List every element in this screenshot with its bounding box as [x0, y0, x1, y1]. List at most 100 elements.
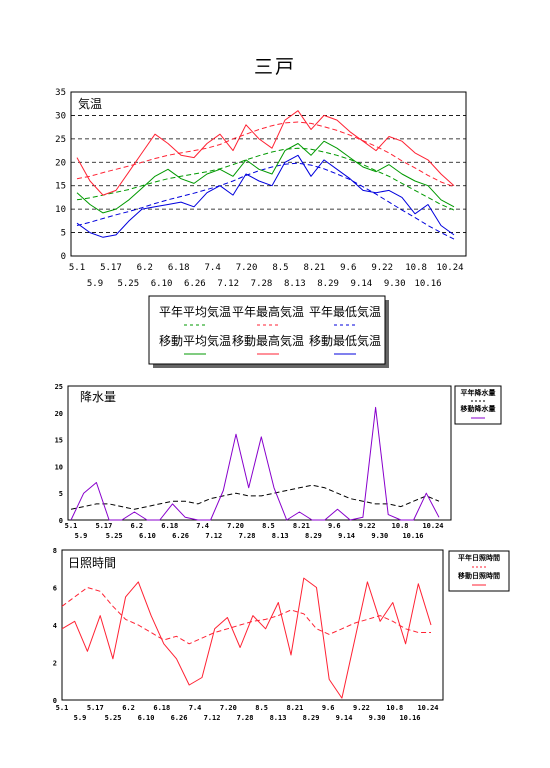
- x-tick-label: 7.4: [205, 263, 221, 273]
- series-line-0-3: [76, 140, 455, 214]
- x-tick-label: 9.6: [340, 263, 356, 273]
- x-tick-label: 5.17: [100, 263, 122, 273]
- x-tick-label: 6.26: [172, 532, 189, 540]
- legend-label: 平年平均気温: [159, 304, 231, 319]
- x-tick-label: 9.22: [371, 263, 393, 273]
- y-tick-label: 5: [61, 229, 66, 239]
- x-tick-label: 5.9: [75, 532, 88, 540]
- x-tick-label: 6.18: [168, 263, 190, 273]
- y-tick-label: 0: [59, 517, 63, 525]
- x-tick-label: 6.10: [138, 714, 155, 722]
- x-tick-label: 10.24: [417, 704, 438, 712]
- plot-frame-0: [70, 91, 467, 257]
- x-tick-label: 8.29: [303, 714, 320, 722]
- x-tick-label: 5.9: [87, 279, 103, 289]
- legend-label: 移動最高気温: [232, 333, 304, 348]
- x-tick-label: 7.20: [227, 522, 244, 530]
- x-tick-label: 5.1: [56, 704, 69, 712]
- legend-box: [448, 550, 510, 592]
- x-tick-label: 7.28: [237, 714, 254, 722]
- series-line-0-0: [76, 147, 455, 211]
- legend-label: 移動降水量: [461, 404, 496, 413]
- x-tick-label: 6.2: [130, 522, 143, 530]
- x-tick-label: 7.12: [205, 532, 222, 540]
- x-tick-label: 5.1: [69, 263, 85, 273]
- x-tick-label: 9.22: [353, 704, 370, 712]
- series-line-0-2: [76, 162, 455, 240]
- y-tick-label: 35: [55, 88, 66, 98]
- chart-title: 気温: [78, 96, 102, 111]
- x-tick-label: 5.25: [105, 714, 122, 722]
- x-tick-label: 10.16: [399, 714, 420, 722]
- x-tick-label: 7.12: [204, 714, 221, 722]
- x-tick-label: 8.13: [284, 279, 306, 289]
- x-tick-label: 10.16: [402, 532, 423, 540]
- legend-label: 移動最低気温: [309, 333, 381, 348]
- series-line-0-5: [76, 154, 455, 238]
- x-tick-label: 7.28: [239, 532, 256, 540]
- x-tick-label: 5.25: [106, 532, 123, 540]
- y-tick-label: 10: [55, 463, 63, 471]
- y-tick-label: 15: [55, 182, 66, 192]
- x-tick-label: 7.4: [196, 522, 209, 530]
- x-tick-label: 5.25: [117, 279, 139, 289]
- y-tick-label: 25: [55, 383, 63, 391]
- x-tick-label: 9.6: [322, 704, 335, 712]
- x-tick-label: 8.29: [317, 279, 339, 289]
- x-tick-label: 6.18: [153, 704, 170, 712]
- plot-frame-2: [61, 549, 444, 701]
- x-tick-label: 8.21: [304, 263, 326, 273]
- chart-title: 日照時間: [68, 556, 116, 570]
- x-tick-label: 8.5: [255, 704, 268, 712]
- series-line-2-1: [61, 577, 432, 699]
- legend-label: 平年最低気温: [309, 304, 381, 319]
- x-tick-label: 9.14: [338, 532, 355, 540]
- legend-label: 平年降水量: [461, 388, 496, 397]
- x-tick-label: 8.5: [272, 263, 288, 273]
- x-tick-label: 7.4: [189, 704, 202, 712]
- y-tick-label: 8: [53, 547, 57, 555]
- x-tick-label: 7.28: [251, 279, 273, 289]
- legend-label: 平年日照時間: [458, 553, 500, 562]
- legend-label: 移動平均気温: [159, 333, 231, 348]
- x-tick-label: 8.29: [305, 532, 322, 540]
- x-tick-label: 5.1: [65, 522, 78, 530]
- x-tick-label: 8.21: [286, 704, 303, 712]
- x-tick-label: 5.17: [95, 522, 112, 530]
- x-tick-label: 6.26: [184, 279, 206, 289]
- x-tick-label: 8.21: [293, 522, 310, 530]
- plot-frame-1: [67, 385, 452, 521]
- x-tick-label: 7.20: [220, 704, 237, 712]
- y-tick-label: 0: [53, 697, 57, 705]
- x-tick-label: 9.30: [369, 714, 386, 722]
- y-tick-label: 10: [55, 205, 66, 215]
- x-tick-label: 9.6: [328, 522, 341, 530]
- y-tick-label: 5: [59, 490, 63, 498]
- series-line-0-4: [76, 110, 455, 196]
- legend-label: 平年最高気温: [232, 304, 304, 319]
- x-tick-label: 7.12: [217, 279, 239, 289]
- x-tick-label: 9.14: [351, 279, 373, 289]
- series-line-1-0: [70, 484, 440, 510]
- legend-label: 移動日照時間: [458, 571, 500, 580]
- x-tick-label: 6.26: [171, 714, 188, 722]
- series-line-0-1: [76, 121, 455, 188]
- x-tick-label: 6.2: [122, 704, 135, 712]
- y-tick-label: 0: [61, 252, 66, 262]
- y-tick-label: 4: [53, 622, 57, 630]
- y-tick-label: 30: [55, 111, 66, 121]
- x-tick-label: 8.5: [262, 522, 275, 530]
- y-tick-label: 20: [55, 410, 63, 418]
- x-tick-label: 10.24: [436, 263, 463, 273]
- y-tick-label: 25: [55, 135, 66, 145]
- x-tick-label: 9.22: [359, 522, 376, 530]
- x-tick-label: 5.17: [87, 704, 104, 712]
- x-tick-label: 10.24: [422, 522, 443, 530]
- y-tick-label: 6: [53, 585, 57, 593]
- x-tick-label: 7.20: [236, 263, 258, 273]
- x-tick-label: 10.8: [405, 263, 427, 273]
- page-title: 三戸: [253, 56, 296, 78]
- x-tick-label: 9.30: [371, 532, 388, 540]
- x-tick-label: 8.13: [272, 532, 289, 540]
